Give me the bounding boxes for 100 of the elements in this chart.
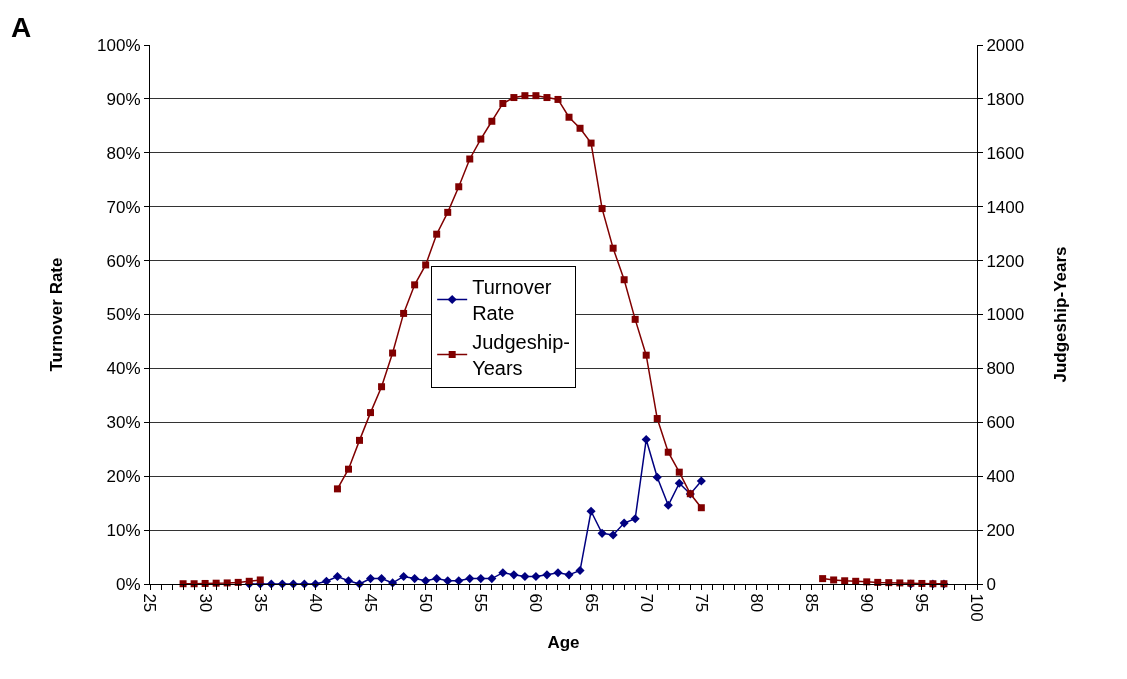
point — [696, 476, 706, 486]
point — [609, 244, 617, 252]
y2-tick-label: 400 — [986, 467, 1015, 487]
point — [520, 571, 530, 581]
x-tick-label: 60 — [526, 593, 546, 613]
point — [521, 92, 529, 100]
point — [531, 571, 541, 581]
point — [410, 574, 420, 584]
point — [354, 579, 365, 589]
y-tick-label: 50% — [106, 305, 141, 325]
legend-label: Turnover Rate — [472, 276, 552, 325]
point — [675, 468, 683, 476]
point — [619, 518, 629, 528]
x-tick-label: 85 — [802, 593, 822, 613]
text: A — [11, 12, 32, 43]
x-tick-label: 70 — [636, 593, 656, 613]
point — [598, 205, 606, 213]
point — [321, 576, 331, 586]
point — [841, 577, 849, 585]
y2-tick-label: 1800 — [986, 89, 1025, 109]
y2-tick-label: 1400 — [986, 197, 1025, 217]
point — [365, 574, 376, 584]
point — [432, 574, 442, 584]
y-tick-label: 10% — [106, 521, 141, 541]
point — [499, 99, 507, 107]
point — [466, 155, 474, 163]
x-tick-label: 90 — [857, 593, 877, 613]
point — [697, 504, 705, 512]
y-axis-title: Turnover Rate — [46, 257, 66, 372]
point — [608, 530, 618, 540]
point — [477, 135, 485, 143]
y-tick-label: 60% — [106, 251, 141, 271]
y-tick-label: 30% — [106, 413, 141, 433]
x-axis-title: Age — [547, 633, 580, 653]
x-tick-label: 25 — [140, 593, 160, 613]
y-tick-label: 40% — [106, 359, 141, 379]
point — [830, 576, 838, 584]
y-tick-label: 80% — [106, 143, 141, 163]
point — [399, 571, 409, 581]
point — [444, 208, 452, 216]
point — [597, 528, 607, 538]
point — [356, 436, 364, 444]
point — [652, 472, 662, 482]
point — [333, 485, 341, 493]
point — [630, 514, 640, 524]
y2-tick-label: 600 — [986, 413, 1015, 433]
y2-tick-label: 200 — [986, 521, 1015, 541]
point — [819, 575, 827, 583]
point — [642, 351, 650, 359]
point — [488, 117, 496, 125]
point — [487, 574, 497, 584]
point — [367, 409, 375, 417]
y-tick-label: 20% — [106, 467, 141, 487]
y2-tick-label: 1000 — [986, 305, 1025, 325]
point — [565, 113, 573, 121]
point — [465, 574, 475, 584]
point — [553, 568, 563, 578]
point — [674, 478, 684, 488]
x-tick-label: 35 — [250, 593, 270, 613]
point — [498, 568, 508, 578]
x-tick-label: 65 — [581, 593, 601, 613]
point — [389, 349, 397, 357]
y-tick-label: 90% — [106, 89, 141, 109]
legend-label: Judgeship-Years — [472, 331, 571, 380]
point — [663, 500, 673, 510]
point — [455, 183, 463, 191]
point — [400, 309, 408, 317]
point — [411, 281, 419, 289]
x-tick-label: 55 — [471, 593, 491, 613]
point — [542, 570, 552, 580]
point — [575, 565, 585, 576]
y-tick-label: 100% — [97, 35, 141, 55]
point — [576, 124, 584, 132]
point — [587, 139, 595, 147]
point — [256, 576, 264, 584]
point — [509, 570, 519, 580]
point — [586, 506, 596, 516]
x-tick-label: 40 — [305, 593, 325, 613]
x-tick-label: 100 — [967, 593, 987, 622]
x-tick-label: 95 — [912, 593, 932, 613]
y2-tick-label: 1200 — [986, 251, 1025, 271]
x-tick-label: 50 — [416, 593, 436, 613]
y2-tick-label: 800 — [986, 359, 1015, 379]
y2-tick-label: 2000 — [986, 35, 1025, 55]
point — [377, 574, 387, 584]
x-tick-label: 30 — [195, 593, 215, 613]
y-tick-label: 0% — [116, 574, 141, 594]
point — [653, 415, 661, 423]
point — [554, 95, 562, 103]
point — [476, 574, 486, 584]
y-tick-label: 70% — [106, 197, 141, 217]
x-tick-label: 80 — [746, 593, 766, 613]
y2-axis-title: Judgeship-Years — [1050, 246, 1070, 383]
x-tick-label: 75 — [691, 593, 711, 613]
point — [422, 261, 430, 269]
point — [620, 276, 628, 284]
point — [332, 571, 342, 581]
point — [344, 465, 352, 473]
point — [378, 383, 386, 391]
point — [664, 448, 672, 456]
